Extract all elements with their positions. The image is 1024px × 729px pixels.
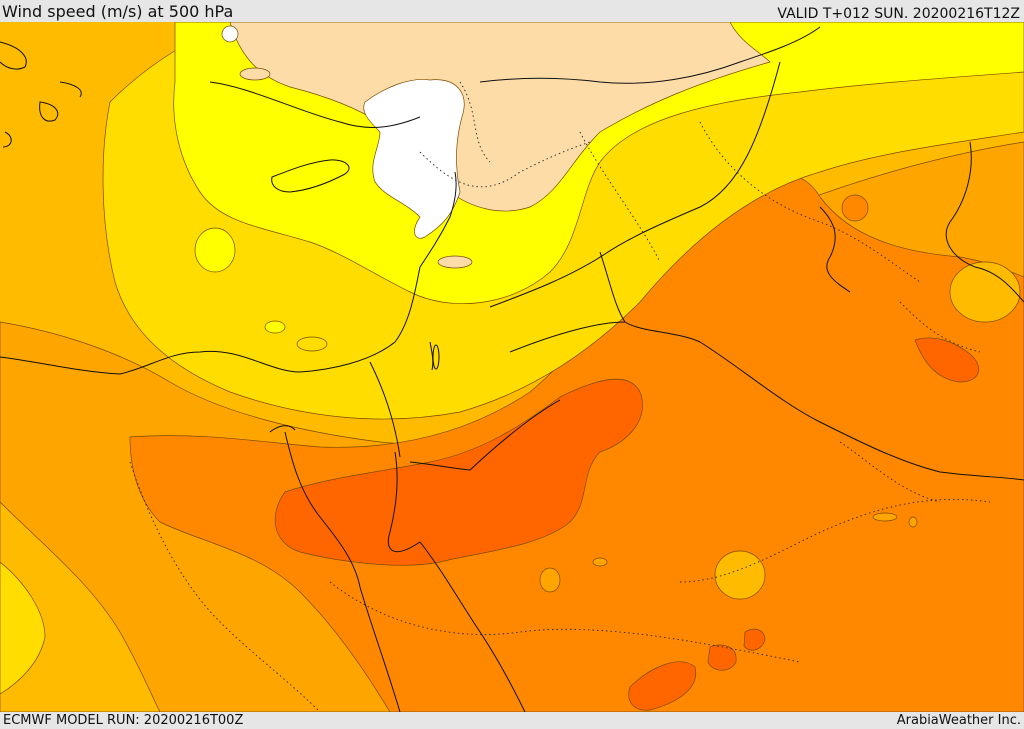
wind-speed-map (0, 22, 1024, 712)
credit: ArabiaWeather Inc. (896, 713, 1021, 728)
wind-band-orange-dark-east (914, 337, 980, 383)
wind-cell-amber-5 (908, 516, 918, 528)
wind-cell-white-1 (221, 25, 239, 43)
valid-time: VALID T+012 SUN. 20200216T12Z (777, 6, 1020, 22)
wind-cell-peach-2 (239, 67, 271, 81)
sinai-outline (269, 341, 440, 433)
header-bar: Wind speed (m/s) at 500 hPa VALID T+012 … (0, 0, 1024, 22)
country-borders (129, 81, 991, 712)
wind-cell-gold-1 (296, 336, 328, 352)
cyprus-coast (271, 159, 350, 193)
coastlines (0, 26, 1024, 712)
wind-band-orange-dark-south3 (707, 644, 737, 671)
wind-cell-amber-4 (872, 512, 898, 522)
wind-cell-amber-ne (949, 261, 1021, 323)
model-run: ECMWF MODEL RUN: 20200216T00Z (3, 713, 244, 728)
wind-cell-amber-2 (539, 567, 561, 593)
wind-cell-yellow-1 (194, 227, 236, 273)
map-title: Wind speed (m/s) at 500 hPa (2, 2, 234, 21)
wind-band-orange-dark-south2 (743, 628, 766, 651)
wind-band-orange-dark (274, 379, 643, 566)
map-canvas (0, 22, 1024, 712)
wind-band-amber-southwest (0, 501, 161, 712)
wind-band-peach (229, 22, 771, 212)
aegean-islands (0, 41, 82, 148)
wind-cell-gold-2 (264, 320, 286, 334)
wind-cell-yellow-south (714, 550, 766, 600)
wind-cell-peach-1 (437, 255, 473, 269)
wind-cell-amber-1 (841, 194, 869, 222)
wind-band-white (363, 79, 465, 239)
wind-band-gold-southwest (0, 561, 46, 695)
wind-band-orange-dark-south (628, 661, 697, 711)
footer-bar: ECMWF MODEL RUN: 20200216T00Z ArabiaWeat… (0, 712, 1024, 729)
wind-cell-amber-3 (592, 557, 608, 567)
